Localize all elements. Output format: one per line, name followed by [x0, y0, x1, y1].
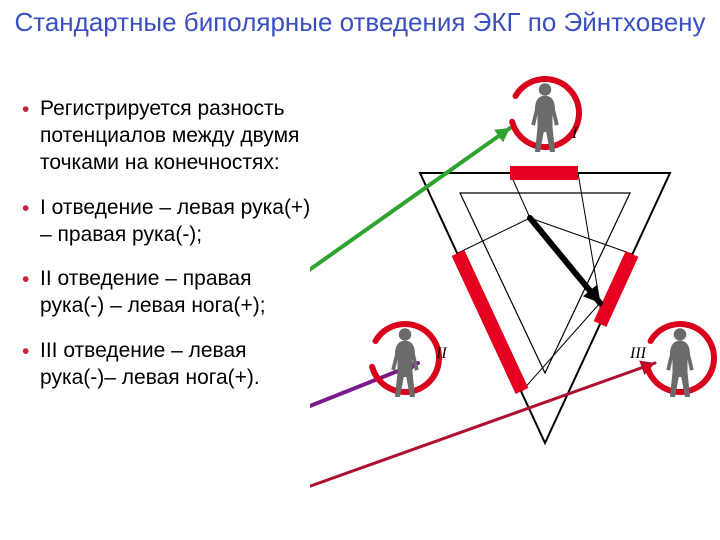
svg-text:III: III [629, 345, 647, 362]
bullet-list: • Регистрируется разность потенциалов ме… [20, 96, 316, 410]
bullet-text: Регистрируется разность потенциалов межд… [40, 97, 299, 174]
list-item: • II отведение – правая рука(-) – левая … [20, 266, 316, 320]
slide-title: Стандартные биполярные отведения ЭКГ по … [0, 6, 720, 39]
bullet-dot: • [22, 196, 29, 223]
bullet-text: III отведение – левая рука(-)– левая ног… [40, 339, 260, 389]
bullet-dot: • [22, 339, 29, 366]
list-item: • I отведение – левая рука(+) – правая р… [20, 195, 316, 249]
list-item: • III отведение – левая рука(-)– левая н… [20, 338, 316, 392]
bullet-text: I отведение – левая рука(+) – правая рук… [40, 196, 310, 246]
svg-text:I: I [571, 125, 578, 142]
list-item: • Регистрируется разность потенциалов ме… [20, 96, 316, 177]
bullet-dot: • [22, 267, 29, 294]
bullet-text: II отведение – правая рука(-) – левая но… [40, 267, 266, 317]
svg-text:II: II [435, 345, 447, 362]
einthoven-diagram: IIIIII [310, 68, 720, 528]
bullet-dot: • [22, 97, 29, 124]
